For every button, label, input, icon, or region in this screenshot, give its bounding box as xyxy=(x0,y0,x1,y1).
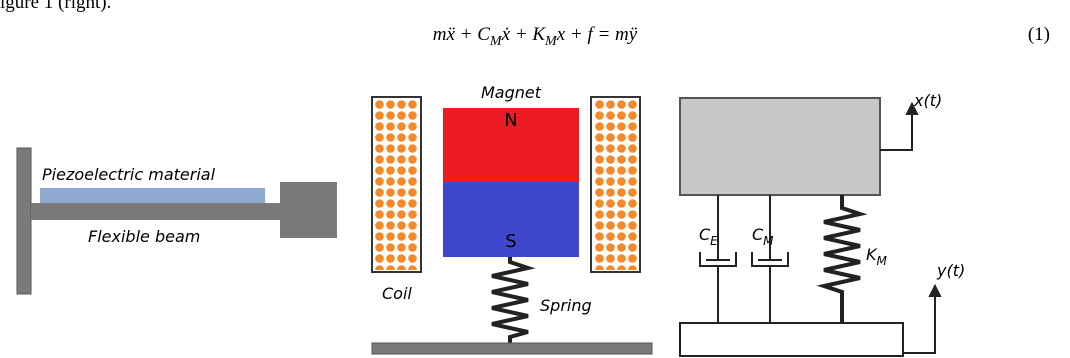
equation-number: (1) xyxy=(1028,24,1050,45)
damper-e-label: CE xyxy=(699,225,718,248)
eq-part: ẋ + K xyxy=(501,24,547,45)
eq-part: mẍ + C xyxy=(433,24,490,45)
eq-part: x + f = mÿ xyxy=(556,24,638,45)
spring-k-label: KM xyxy=(866,245,888,268)
symbol: C xyxy=(752,225,764,244)
y-label: y(t) xyxy=(936,261,965,280)
piezo-diagram: Piezoelectric material Flexible beam xyxy=(16,147,337,295)
caption-fragment: igure 1 (right). xyxy=(0,0,111,13)
subscript: M xyxy=(877,254,888,268)
equation: mẍ + CMẋ + KMx + f = mÿ xyxy=(433,24,638,49)
em-diagram: Magnet N S Coil Spring xyxy=(371,83,653,355)
eq-sub: M xyxy=(489,34,503,49)
south-label: S xyxy=(505,231,516,252)
magnet-label: Magnet xyxy=(481,83,542,102)
x-label: x(t) xyxy=(913,91,942,110)
symbol: K xyxy=(866,245,878,264)
subscript: M xyxy=(763,234,774,248)
beam-label: Flexible beam xyxy=(88,227,200,246)
symbol: C xyxy=(699,225,711,244)
damper-m-label: CM xyxy=(752,225,774,248)
north-label: N xyxy=(504,110,517,131)
model-diagram xyxy=(679,97,942,357)
subscript: E xyxy=(710,234,718,248)
piezo-label: Piezoelectric material xyxy=(42,165,216,184)
spring-label: Spring xyxy=(540,296,592,315)
coil-label: Coil xyxy=(382,284,412,303)
eq-sub: M xyxy=(544,34,558,49)
